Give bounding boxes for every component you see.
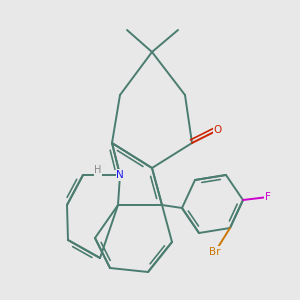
Text: H: H xyxy=(94,165,102,175)
Text: Br: Br xyxy=(209,247,221,257)
Text: N: N xyxy=(116,170,124,180)
Text: F: F xyxy=(265,192,271,202)
Text: O: O xyxy=(214,125,222,135)
